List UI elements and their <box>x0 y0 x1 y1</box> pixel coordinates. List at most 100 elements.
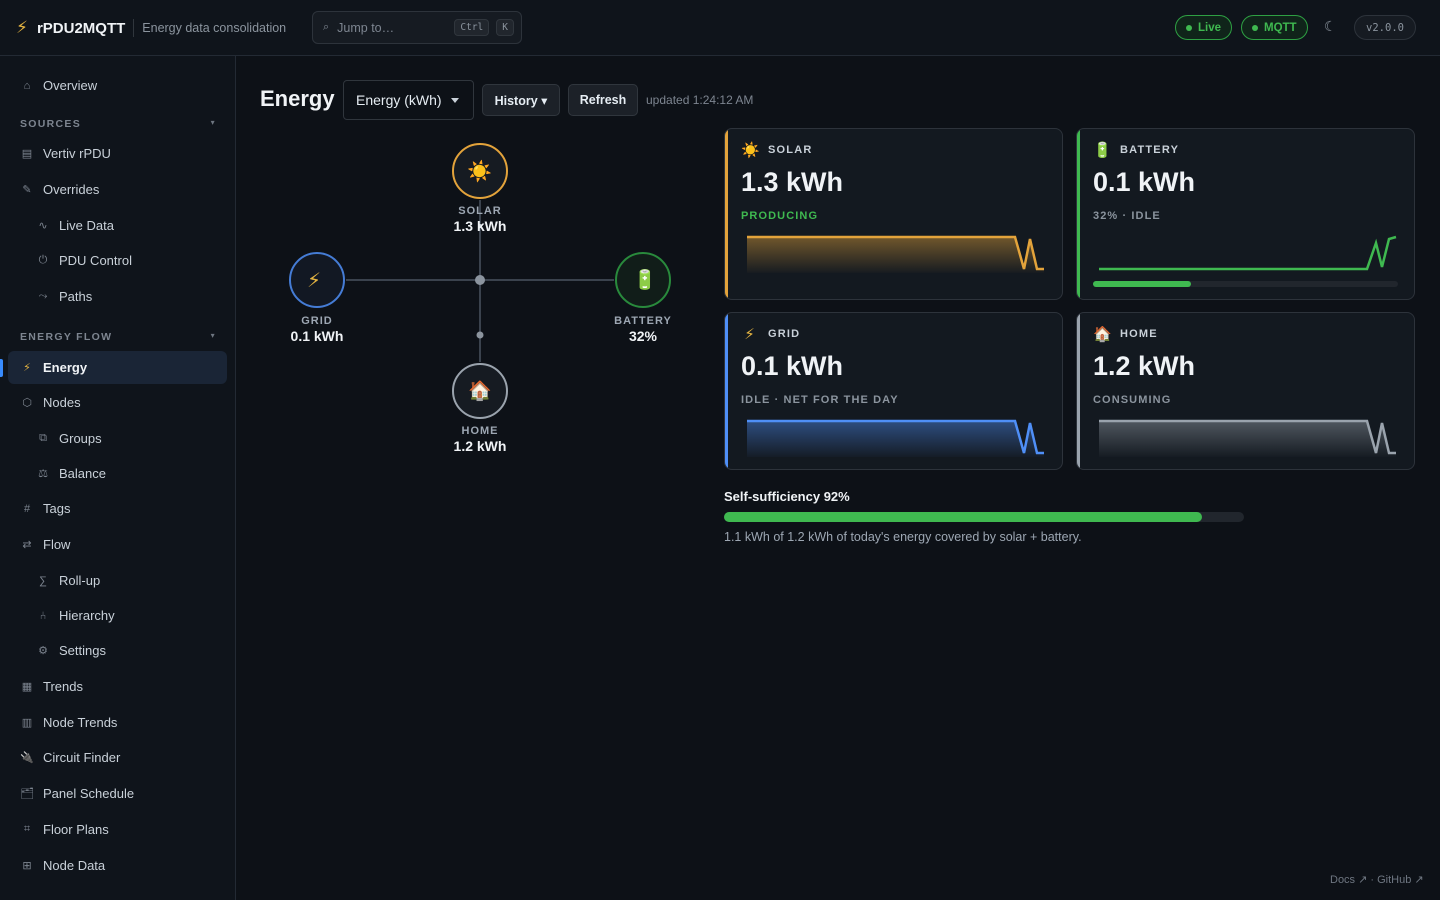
sidebar-item-label: Floor Plans <box>43 822 109 837</box>
collapse-caret-icon: ▾ <box>210 118 216 127</box>
sun-icon: ☀️ <box>741 142 760 159</box>
sidebar-item-label: Paths <box>59 289 93 304</box>
solar-card[interactable]: ☀️ SOLAR 1.3 kWh PRODUCING <box>724 128 1063 300</box>
sidebar-item-rollup[interactable]: ∑ Roll-up <box>8 564 227 597</box>
sidebar-item-node-data[interactable]: ⊞ Node Data <box>8 849 227 882</box>
sidebar-item-hierarchy[interactable]: ⑃ Hierarchy <box>8 599 227 632</box>
groups-icon: ⧉ <box>39 432 47 444</box>
last-updated-text: updated 1:24:12 AM <box>646 93 754 107</box>
card-value: 0.1 kWh <box>741 351 844 381</box>
house-icon: 🏠 <box>468 381 492 402</box>
sidebar-item-live-data[interactable]: ∿ Live Data <box>8 209 227 242</box>
theme-toggle-moon-icon[interactable]: ☾ <box>1324 18 1337 34</box>
node-value: 1.2 kWh <box>453 438 507 454</box>
floor-plan-icon: ⌗ <box>23 823 31 835</box>
top-bar: ⚡ rPDU2MQTT Energy data consolidation ⌕ … <box>0 0 1440 56</box>
card-value: 1.3 kWh <box>741 167 844 197</box>
collapse-caret-icon: ▾ <box>210 331 216 340</box>
card-accent <box>725 313 728 469</box>
grid-node <box>289 252 345 308</box>
sidebar-item-node-trends[interactable]: ▥ Node Trends <box>8 706 227 739</box>
sidebar-item-label: Panel Schedule <box>43 786 135 801</box>
sidebar-item-flow[interactable]: ⇄ Flow <box>8 528 227 561</box>
pulse-icon: ∿ <box>38 220 48 232</box>
bar-chart-icon: ▦ <box>21 681 33 693</box>
home-outline-icon: ⌂ <box>23 79 31 92</box>
sidebar-item-label: Hierarchy <box>59 608 115 623</box>
sidebar-item-overview[interactable]: ⌂ Overview <box>8 69 227 102</box>
sidebar-item-tags[interactable]: # Tags <box>8 492 227 525</box>
refresh-button[interactable]: Refresh <box>568 84 638 116</box>
card-status: IDLE · NET FOR THE DAY <box>741 394 899 406</box>
card-status: PRODUCING <box>741 210 819 222</box>
card-title: GRID <box>768 328 801 340</box>
sidebar-item-circuit-finder[interactable]: 🔌 Circuit Finder <box>8 741 227 774</box>
sidebar-item-label: Overrides <box>43 182 100 197</box>
sidebar-item-label: Nodes <box>43 395 81 410</box>
sidebar-item-label: Node Data <box>43 858 106 873</box>
self-sufficiency-note: 1.1 kWh of 1.2 kWh of today's energy cov… <box>724 530 1082 544</box>
app-subtitle: Energy data consolidation <box>142 21 287 35</box>
hexagon-icon: ⬡ <box>22 397 32 409</box>
mqtt-status-badge[interactable]: MQTT <box>1241 15 1308 40</box>
hash-icon: # <box>23 502 31 515</box>
shortcut-k-key: K <box>496 19 514 36</box>
sidebar-item-label: Flow <box>43 537 71 552</box>
sigma-icon: ∑ <box>39 574 47 587</box>
gear-icon: ⚙ <box>38 645 48 657</box>
sidebar-item-pdu-control[interactable]: ⏻ PDU Control <box>8 244 227 277</box>
unit-mode-select[interactable]: Energy (kWh) <box>343 80 474 120</box>
folder-icon: 🗂 <box>20 788 34 800</box>
grid-icon: ⊞ <box>22 860 32 872</box>
card-title: HOME <box>1120 328 1158 340</box>
server-icon: ▤ <box>21 148 33 160</box>
sidebar-item-panel-schedule[interactable]: 🗂 Panel Schedule <box>8 777 227 810</box>
sidebar-item-nodes[interactable]: ⬡ Nodes <box>8 386 227 419</box>
jump-to-search[interactable]: ⌕ Jump to… Ctrl K <box>312 11 522 44</box>
sidebar-item-floor-plans[interactable]: ⌗ Floor Plans <box>8 813 227 846</box>
sidebar-item-trends[interactable]: ▦ Trends <box>8 670 227 703</box>
sidebar <box>0 56 236 900</box>
live-status-label: Live <box>1198 21 1222 34</box>
sidebar-item-settings[interactable]: ⚙ Settings <box>8 634 227 667</box>
home-card[interactable]: 🏠 HOME 1.2 kWh CONSUMING <box>1076 312 1415 470</box>
battery-charge-bar <box>1093 281 1398 287</box>
section-energy-flow[interactable]: ENERGY FLOW ▾ <box>20 331 216 343</box>
self-sufficiency-bar <box>724 512 1244 522</box>
home-node-label: HOME 1.2 kWh <box>420 425 540 454</box>
lightning-icon: ⚡ <box>16 18 28 37</box>
flow-particle <box>476 331 484 339</box>
lightning-icon: ⚡ <box>23 362 31 374</box>
history-button[interactable]: History ▾ <box>482 84 560 116</box>
unit-mode-value: Energy (kWh) <box>356 92 442 108</box>
tree-icon: ⑃ <box>39 609 47 622</box>
section-label: ENERGY FLOW <box>20 331 113 343</box>
shortcut-ctrl-key: Ctrl <box>454 19 490 36</box>
sidebar-item-energy[interactable]: ⚡ Energy <box>8 351 227 384</box>
brand[interactable]: ⚡ rPDU2MQTT Energy data consolidation <box>16 16 286 40</box>
sidebar-item-paths[interactable]: ⤳ Paths <box>8 280 227 313</box>
footer-links[interactable]: Docs ↗ · GitHub ↗ <box>1330 874 1424 886</box>
card-title: SOLAR <box>768 144 813 156</box>
chart-icon: ▥ <box>21 717 33 729</box>
sidebar-item-overrides[interactable]: ✎ Overrides <box>8 173 227 206</box>
sidebar-item-vertiv-rpdu[interactable]: ▤ Vertiv rPDU <box>8 137 227 170</box>
node-name: HOME <box>461 425 499 437</box>
grid-node-label: GRID 0.1 kWh <box>257 315 377 344</box>
live-status-badge[interactable]: Live <box>1175 15 1233 40</box>
battery-card[interactable]: 🔋 BATTERY 0.1 kWh 32% · IDLE <box>1076 128 1415 300</box>
sidebar-item-groups[interactable]: ⧉ Groups <box>8 422 227 455</box>
home-sparkline <box>1099 419 1396 457</box>
sidebar-item-label: Settings <box>59 643 106 658</box>
section-sources[interactable]: SOURCES ▾ <box>20 118 216 130</box>
sidebar-item-label: Trends <box>43 679 83 694</box>
node-value: 1.3 kWh <box>453 218 507 234</box>
sidebar-item-label: Vertiv rPDU <box>43 146 111 161</box>
solar-node-label: SOLAR 1.3 kWh <box>420 205 540 234</box>
sidebar-item-balance[interactable]: ⚖ Balance <box>8 457 227 490</box>
plug-icon: 🔌 <box>20 752 34 764</box>
grid-sparkline <box>747 419 1044 457</box>
sidebar-item-label: Groups <box>59 431 102 446</box>
grid-card[interactable]: ⚡ GRID 0.1 kWh IDLE · NET FOR THE DAY <box>724 312 1063 470</box>
self-sufficiency-fill <box>724 512 1203 522</box>
